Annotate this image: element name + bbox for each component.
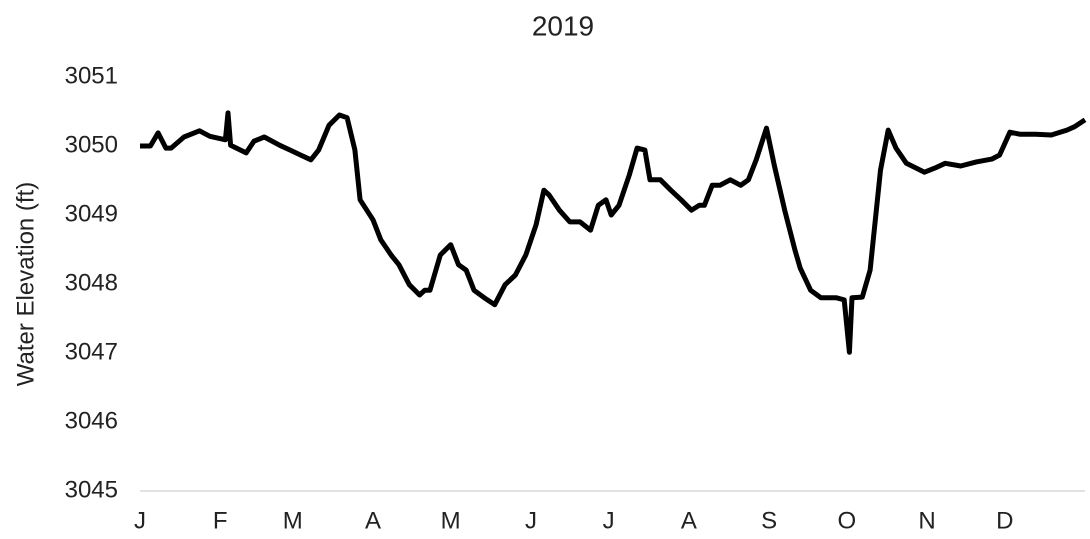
line-series [140, 110, 1087, 355]
x-tick-label: A [365, 507, 381, 534]
x-tick-label: M [283, 507, 303, 534]
y-tick-label: 3048 [65, 269, 118, 296]
y-tick-label: 3051 [65, 62, 118, 89]
x-tick-label: J [525, 507, 537, 534]
y-tick-label: 3050 [65, 131, 118, 158]
x-tick-label: D [996, 507, 1013, 534]
y-tick-label: 3045 [65, 476, 118, 503]
x-tick-label: N [918, 507, 935, 534]
y-tick-label: 3047 [65, 338, 118, 365]
x-tick-label: J [603, 507, 615, 534]
x-tick-label: O [837, 507, 856, 534]
x-tick-label: A [681, 507, 697, 534]
x-tick-label: M [441, 507, 461, 534]
y-tick-label: 3046 [65, 407, 118, 434]
chart-title: 2019 [532, 10, 594, 41]
x-tick-label: S [761, 507, 777, 534]
y-axis-label: Water Elevation (ft) [12, 182, 39, 387]
x-tick-label: J [134, 507, 146, 534]
y-tick-label: 3049 [65, 200, 118, 227]
x-tick-label: F [213, 507, 228, 534]
